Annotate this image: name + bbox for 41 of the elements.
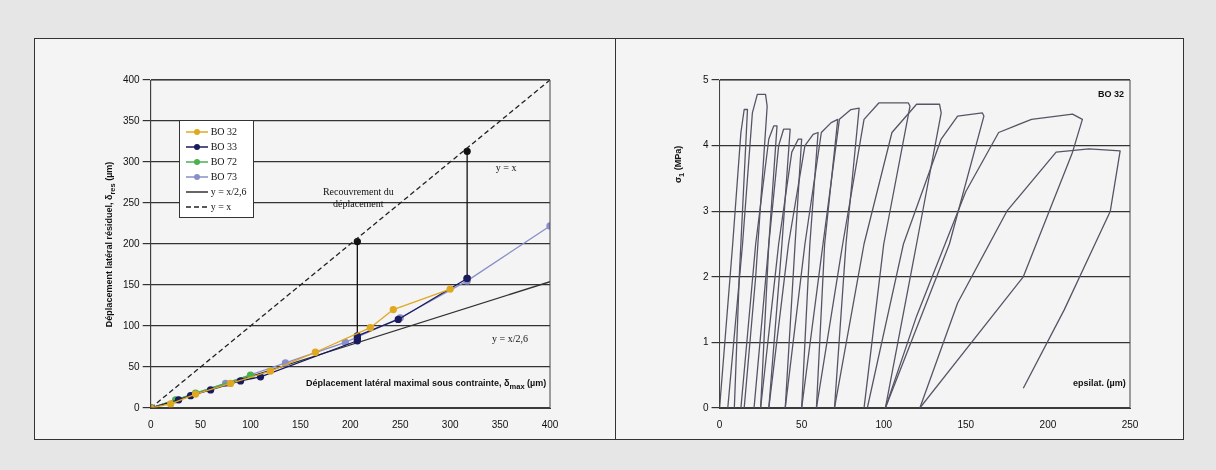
legend-label: y = x — [210, 201, 232, 212]
x-tick-label: 150 — [957, 418, 975, 430]
y-tick-label: 300 — [123, 155, 141, 167]
y-tick-label: 350 — [123, 114, 141, 126]
y-tick-label: 0 — [703, 401, 709, 413]
annotation: y = x — [495, 162, 517, 174]
x-tick-label: 200 — [342, 418, 360, 430]
legend-label: BO 72 — [210, 156, 238, 167]
legend-label: y = x/2,6 — [210, 186, 247, 197]
x-tick-label: 250 — [1121, 418, 1139, 430]
x-axis-title: Déplacement latéral maximal sous contrainte, δ$_{max}$ (µm) — [306, 378, 547, 391]
x-tick-label: 100 — [242, 418, 260, 430]
annotation: y = x/2,6 — [492, 332, 529, 344]
legend-label: BO 32 — [210, 126, 238, 137]
x-tick-label: 350 — [491, 418, 509, 430]
legend-label: BO 33 — [210, 141, 238, 152]
y-tick-label: 0 — [134, 401, 141, 413]
annotation: BO 32 — [1097, 88, 1124, 99]
x-tick-label: 0 — [716, 418, 723, 430]
y-tick-label: 50 — [128, 360, 141, 372]
x-tick-label: 400 — [541, 418, 559, 430]
y-tick-label: 5 — [703, 73, 709, 85]
y-tick-label: 250 — [123, 196, 141, 208]
y-tick-label: 4 — [703, 139, 709, 151]
y-tick-label: 1 — [703, 336, 709, 348]
y-tick-label: 200 — [123, 237, 141, 249]
x-tick-label: 100 — [875, 418, 893, 430]
y-tick-label: 400 — [123, 73, 141, 85]
x-tick-label: 50 — [195, 418, 207, 430]
x-tick-label: 250 — [391, 418, 410, 430]
x-tick-label: 300 — [441, 418, 459, 430]
x-tick-label: 150 — [292, 418, 310, 430]
x-axis-title: epsilat. (µm) — [1073, 378, 1126, 388]
x-tick-label: 200 — [1039, 418, 1057, 430]
y-tick-label: 100 — [123, 319, 141, 331]
y-tick-label: 3 — [703, 204, 709, 216]
x-tick-label: 0 — [147, 418, 154, 430]
legend-label: BO 73 — [210, 171, 238, 182]
x-tick-label: 50 — [796, 418, 808, 430]
y-tick-label: 150 — [123, 278, 141, 290]
y-tick-label: 2 — [703, 270, 709, 282]
